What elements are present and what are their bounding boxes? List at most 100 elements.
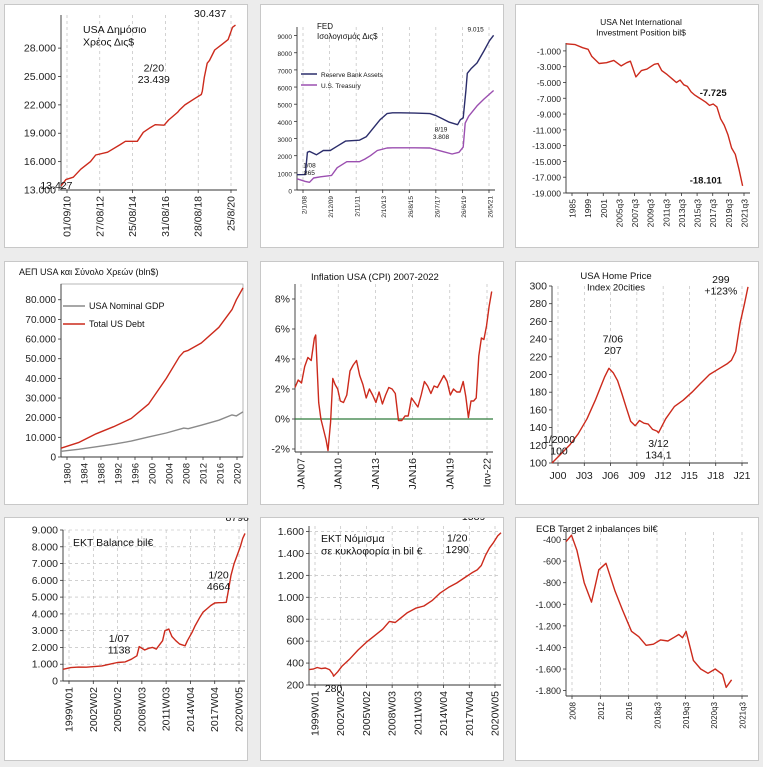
y-tick-label: 240	[529, 334, 547, 346]
x-tick-label: 2/10/13	[381, 196, 388, 218]
x-tick-label: 26/8/15	[408, 196, 415, 218]
y-tick-label: -1.200	[535, 621, 561, 631]
x-tick-label: 27/08/12	[94, 196, 106, 237]
y-tick-label: 220	[529, 351, 547, 363]
x-tick-label: 2014W04	[438, 691, 450, 736]
x-tick-label: J09	[628, 470, 645, 482]
y-tick-label: 6.000	[32, 575, 58, 587]
y-tick-label: -9.000	[537, 110, 561, 120]
y-tick-label: -1.800	[535, 686, 561, 696]
series-line-0	[294, 291, 493, 452]
series-line-0	[62, 533, 246, 670]
chart-us-cpi-inflation: -2% 0% 2% 4% 6% 8% JAN07 JAN10 JAN13 JAN16 JAN19 Ια…	[260, 261, 504, 505]
x-tick-label: 2015q3	[693, 199, 703, 228]
y-tick-label: -13.000	[532, 141, 561, 151]
y-tick-label: 8000	[278, 51, 293, 58]
x-tick-label: 2005W02	[112, 687, 124, 732]
x-tick-label: 2011W03	[412, 691, 424, 735]
y-tick-label: -19.000	[532, 189, 561, 199]
x-tick-label: 2020W05	[234, 687, 246, 732]
series-line-usa-nominal-gdp	[60, 411, 244, 452]
y-tick-label: 3000	[278, 137, 293, 144]
y-tick-label: 120	[529, 440, 547, 452]
y-tick-label: 28.000	[24, 43, 56, 55]
x-tick-label: JAN13	[370, 458, 382, 490]
y-tick-label: 300	[529, 281, 547, 293]
x-tick-label: 2004	[165, 463, 176, 484]
chart-svg: 100 120 140 160 180 200 220 240 260 280 300 J00 J03 J…	[529, 271, 751, 482]
y-tick-label: -1.000	[535, 600, 561, 610]
x-tick-label: 2005W02	[361, 691, 373, 736]
x-tick-label: J18	[707, 470, 724, 482]
x-tick-label: JAN19	[444, 458, 456, 490]
y-tick-label: 4000	[278, 120, 293, 127]
chart-title: USA Net International Investment Position…	[596, 17, 686, 38]
y-tick-label: 180	[529, 387, 547, 399]
y-tick-label: 260	[529, 316, 547, 328]
data-annotation: 8/19 3.808	[433, 127, 450, 141]
x-tick-label: 2011W03	[161, 687, 173, 731]
y-tick-label: 1.000	[32, 659, 58, 671]
y-tick-label: 9000	[278, 34, 293, 41]
y-tick-label: -1.000	[537, 46, 561, 56]
x-tick-label: J06	[602, 470, 619, 482]
data-annotation: 30.437	[194, 8, 226, 20]
chart-svg: 0 1.000 2.000 3.000 4.000 5.000 6.000 7.000 8.00…	[32, 518, 249, 732]
chart-title: USA Home Price Index 20cities	[580, 271, 651, 294]
chart-svg: 0 10.000 20.000 30.000 40.000 50.000 60.000 70.…	[19, 267, 244, 484]
legend-label: USA Nominal GDP	[89, 301, 165, 311]
x-tick-label: 26/6/19	[461, 196, 468, 218]
chart-ecb-currency: 200 400 600 800 1.000 1.200 1.400 1.600 1999W01 2…	[260, 517, 504, 761]
x-tick-label: 2008	[569, 701, 578, 719]
chart-title: ΕΚΤ Balance bil€	[73, 537, 154, 549]
y-tick-label: -3.000	[537, 62, 561, 72]
chart-us-niip: -19.000 -17.000 -15.000 -13.000 -11.000 -9.00…	[515, 4, 759, 248]
x-tick-label: 28/08/18	[193, 196, 205, 237]
y-tick-label: 22.000	[24, 99, 56, 111]
y-tick-label: 16.000	[24, 156, 56, 168]
chart-title: ΕΚΤ Νόμισμα σε κυκλοφορία in bil €	[321, 533, 423, 558]
y-tick-label: -1.400	[535, 643, 561, 653]
x-tick-label: 1999W01	[64, 687, 76, 732]
legend-label: U.S. Treasury	[321, 83, 361, 90]
x-tick-label: 2009q3	[646, 199, 656, 228]
chart-svg: -1.800 -1.600 -1.400 -1.200 -1.000 -800 -600 -4…	[535, 524, 748, 729]
x-tick-label: 2021q3	[739, 701, 748, 728]
chart-ecb-balance: 0 1.000 2.000 3.000 4.000 5.000 6.000 7.000 8.00…	[4, 517, 249, 761]
x-tick-label: 2016	[216, 463, 227, 484]
x-tick-label: J12	[655, 470, 672, 482]
y-tick-label: 800	[286, 614, 304, 626]
x-tick-label: 2000	[148, 463, 159, 484]
y-tick-label: 13.000	[24, 185, 56, 197]
y-tick-label: 1.000	[278, 592, 304, 604]
data-annotation: 1/20 1290	[446, 532, 470, 555]
x-tick-label: 1996	[131, 463, 142, 484]
x-tick-label: 2020W05	[490, 691, 502, 736]
x-tick-label: 2007q3	[630, 199, 640, 228]
x-tick-label: 01/09/10	[62, 196, 74, 237]
y-tick-label: 60.000	[25, 335, 56, 346]
x-tick-label: 2017W04	[464, 691, 476, 736]
chart-svg: 13.000 16.000 19.000 22.000 25.000 28.000 01/0…	[24, 8, 238, 237]
y-tick-label: 50.000	[25, 354, 56, 365]
legend-label: Total US Debt	[89, 319, 145, 329]
x-tick-label: 26/5/21	[488, 196, 495, 218]
x-tick-label: 2019q3	[682, 701, 691, 728]
y-tick-label: 7.000	[32, 558, 58, 570]
y-tick-label: 160	[529, 404, 547, 416]
chart-title: FED Ισολογισμός Δις$	[317, 22, 378, 41]
y-tick-label: 20.000	[25, 413, 56, 424]
x-tick-label: J15	[681, 470, 698, 482]
y-tick-label: -600	[543, 557, 561, 567]
chart-ecb-target2: -1.800 -1.600 -1.400 -1.200 -1.000 -800 -600 -4…	[515, 517, 759, 761]
y-tick-label: -15.000	[532, 157, 561, 167]
data-annotation: 13.427	[40, 180, 72, 192]
chart-us-home-price-index: 100 120 140 160 180 200 220 240 260 280 300 J00 J03 J…	[515, 261, 759, 505]
x-tick-label: 2021q3	[740, 199, 750, 228]
y-tick-label: 25.000	[24, 71, 56, 83]
x-tick-label: 31/08/16	[160, 196, 172, 237]
y-tick-label: 1.200	[278, 570, 304, 582]
y-tick-label: 200	[529, 369, 547, 381]
x-tick-label: J21	[734, 470, 751, 482]
